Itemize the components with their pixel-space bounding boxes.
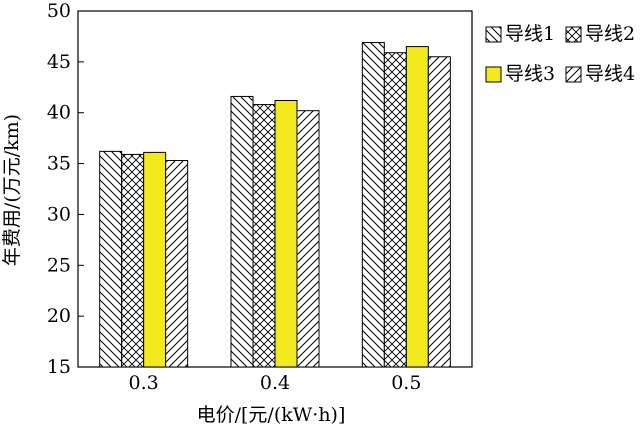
bar-导线1-0.5 <box>361 42 385 368</box>
bar-导线2-0.4 <box>252 104 276 368</box>
y-axis-title: 年费用/(万元/km) <box>1 114 23 266</box>
y-tick-label: 25 <box>47 254 71 276</box>
bar-导线1-0.4 <box>230 95 254 368</box>
bar-导线4-0.4 <box>296 110 320 368</box>
bar-导线1-0.3 <box>99 150 123 368</box>
legend-swatch <box>565 26 582 43</box>
legend-swatch <box>565 66 582 83</box>
y-tick-label: 20 <box>47 305 71 327</box>
x-tick-label: 0.4 <box>260 372 290 394</box>
bar-导线4-0.5 <box>427 56 451 368</box>
y-tick-label: 40 <box>47 102 71 124</box>
y-axis: 15 20 25 30 35 40 45 50 <box>47 0 84 378</box>
y-tick-label: 45 <box>47 51 71 73</box>
legend-swatch <box>485 26 502 43</box>
x-tick-label: 0.3 <box>129 372 159 394</box>
legend-label: 导线2 <box>585 23 635 45</box>
y-tick-label: 30 <box>47 203 71 225</box>
x-axis-title: 电价/[元/(kW·h)] <box>197 404 346 426</box>
bar-导线4-0.3 <box>165 160 189 368</box>
legend-label: 导线3 <box>505 63 555 85</box>
legend-swatch <box>485 66 502 83</box>
x-tick-label: 0.5 <box>391 372 421 394</box>
legend: 导线1 导线2 导线3 导线4 <box>485 23 635 85</box>
legend-label: 导线4 <box>585 63 635 85</box>
y-tick-label: 50 <box>47 0 71 22</box>
bar-导线2-0.3 <box>121 153 145 368</box>
bar-导线3-0.5 <box>405 46 429 368</box>
bars <box>99 42 451 368</box>
bar-导线2-0.5 <box>383 52 407 368</box>
y-tick-label: 15 <box>47 356 71 378</box>
bar-导线3-0.4 <box>274 100 298 368</box>
legend-label: 导线1 <box>505 23 555 45</box>
bar-导线3-0.3 <box>143 151 167 368</box>
y-tick-label: 35 <box>47 153 71 175</box>
